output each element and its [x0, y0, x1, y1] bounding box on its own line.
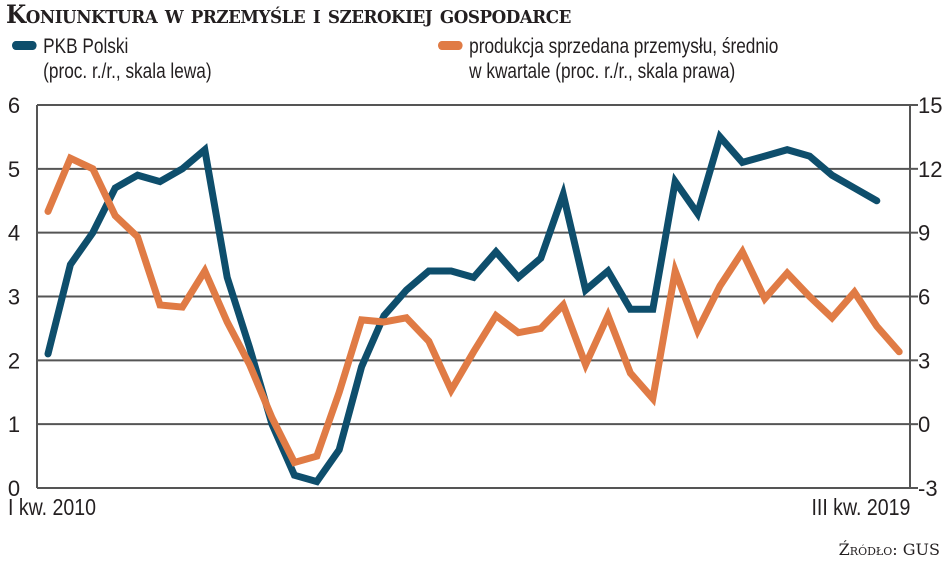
right-tick-label: 9	[918, 221, 930, 246]
right-tick-label: 15	[918, 93, 942, 118]
legend-swatch-production	[438, 40, 463, 50]
x-start-label: I kw. 2010	[8, 494, 97, 520]
x-end-label: III kw. 2019	[811, 494, 910, 520]
legend-label-pkb: PKB Polski	[43, 35, 129, 58]
legend-sublabel-pkb: (proc. r./r., skala lewa)	[43, 60, 212, 83]
right-tick-label: 6	[918, 285, 930, 310]
legend-item-pkb: PKB Polski (proc. r./r., skala lewa)	[12, 34, 212, 84]
series-line-pkb	[44, 129, 881, 486]
left-tick-label: 4	[8, 221, 20, 246]
right-tick-label: 12	[918, 157, 942, 182]
legend-sublabel-production: w kwartale (proc. r./r., skala prawa)	[469, 60, 736, 83]
series-line-production	[44, 153, 903, 467]
legend-label-production: produkcja sprzedana przemysłu, średnio	[469, 35, 779, 58]
legend-swatch-pkb	[12, 40, 37, 50]
legend-item-production: produkcja sprzedana przemysłu, średnio w…	[438, 34, 778, 84]
right-tick-label: -3	[918, 476, 938, 501]
left-tick-label: 5	[8, 157, 20, 182]
source-note: Źródło: GUS	[838, 540, 940, 559]
left-tick-label: 6	[8, 93, 20, 118]
left-tick-label: 1	[8, 412, 20, 437]
left-tick-label: 2	[8, 348, 20, 373]
left-tick-label: 3	[8, 285, 20, 310]
left-tick-label: 0	[8, 476, 20, 501]
right-tick-label: 0	[918, 412, 930, 437]
right-tick-label: 3	[918, 348, 930, 373]
chart-title: Koniunktura w przemyśle i szerokiej gosp…	[6, 0, 571, 29]
